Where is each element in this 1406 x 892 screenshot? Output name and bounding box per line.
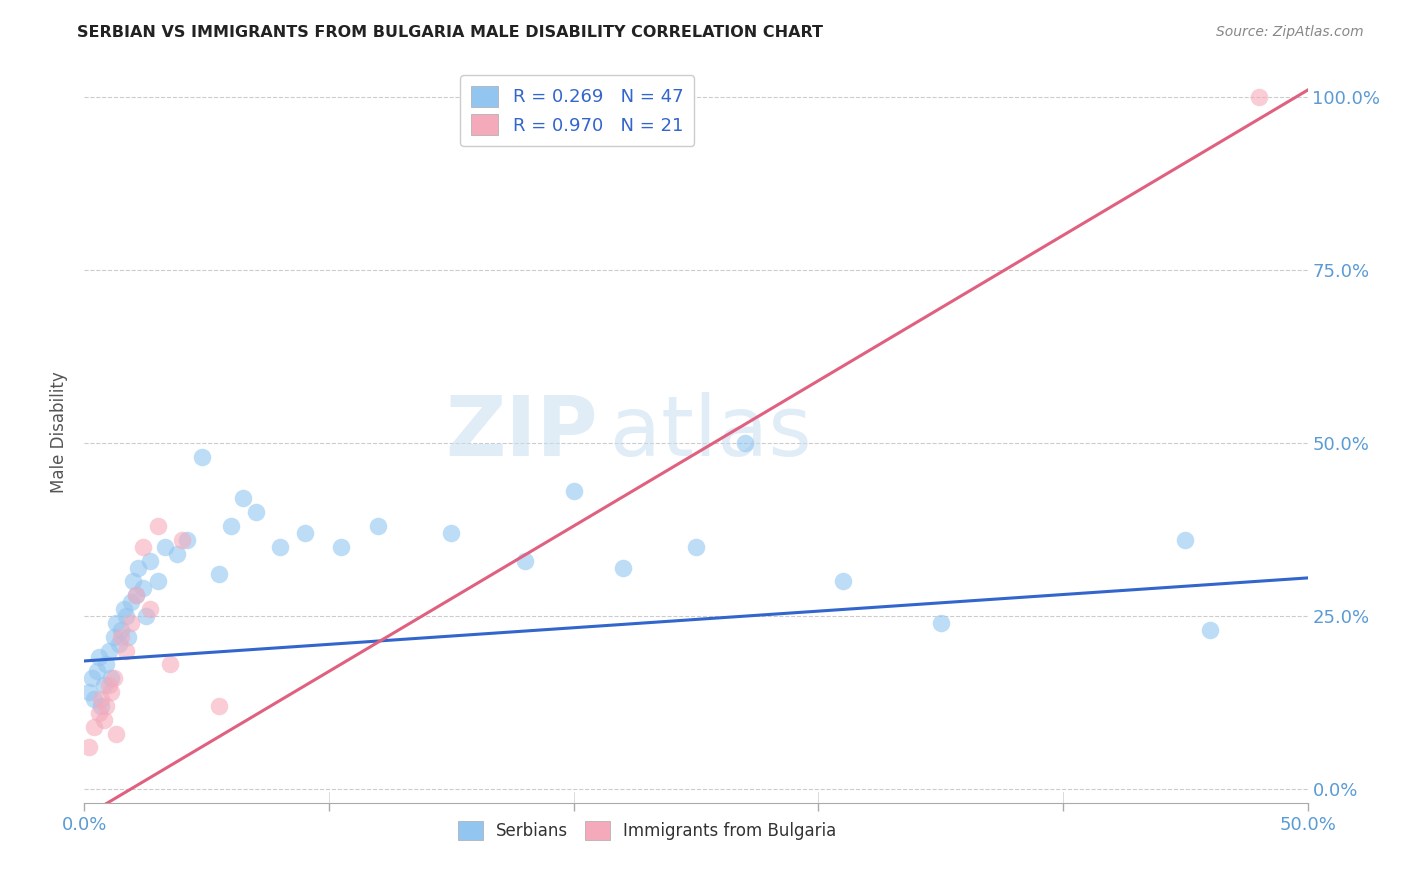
Point [191,450,214,464]
Point [294,525,316,540]
Point [139,554,162,568]
Point [122,574,145,589]
Point [100,685,122,699]
Point [1198,623,1220,637]
Point [269,540,291,554]
Point [166,547,188,561]
Point [120,595,142,609]
Point [110,630,132,644]
Point [232,491,254,506]
Point [159,657,181,672]
Point [96,698,118,713]
Point [562,484,585,499]
Point [685,540,707,554]
Point [125,588,148,602]
Point [831,574,853,589]
Point [115,609,138,624]
Point [90,692,112,706]
Point [80,671,103,685]
Point [90,698,112,713]
Point [245,505,267,519]
Point [146,574,169,589]
Point [135,609,157,624]
Point [83,692,105,706]
Point [120,615,142,630]
Point [97,643,120,657]
Point [110,623,132,637]
Point [103,671,125,685]
Point [132,582,155,596]
Point [132,540,155,554]
Point [139,602,162,616]
Text: atlas: atlas [610,392,813,473]
Point [87,650,110,665]
Y-axis label: Male Disability: Male Disability [51,372,69,493]
Point [100,671,122,685]
Point [93,678,115,692]
Point [86,665,108,679]
Point [112,602,135,616]
Point [93,713,115,727]
Point [330,540,353,554]
Point [77,685,100,699]
Point [146,519,169,533]
Point [97,678,120,692]
Point [208,567,231,582]
Point [208,698,231,713]
Point [172,533,194,547]
Point [612,560,634,574]
Point [107,637,129,651]
Text: Source: ZipAtlas.com: Source: ZipAtlas.com [1216,25,1364,39]
Point [117,630,139,644]
Text: SERBIAN VS IMMIGRANTS FROM BULGARIA MALE DISABILITY CORRELATION CHART: SERBIAN VS IMMIGRANTS FROM BULGARIA MALE… [77,25,824,40]
Point [83,720,105,734]
Point [105,615,128,630]
Point [103,630,125,644]
Text: ZIP: ZIP [446,392,598,473]
Point [96,657,118,672]
Point [87,706,110,720]
Point [1174,533,1197,547]
Point [513,554,536,568]
Point [929,615,952,630]
Point [153,540,176,554]
Legend: Serbians, Immigrants from Bulgaria: Serbians, Immigrants from Bulgaria [447,811,846,850]
Point [1247,90,1270,104]
Point [127,560,149,574]
Point [105,726,128,740]
Point [125,588,148,602]
Point [440,525,463,540]
Point [219,519,242,533]
Point [367,519,389,533]
Point [77,740,100,755]
Point [734,436,756,450]
Point [115,643,138,657]
Point [176,533,198,547]
